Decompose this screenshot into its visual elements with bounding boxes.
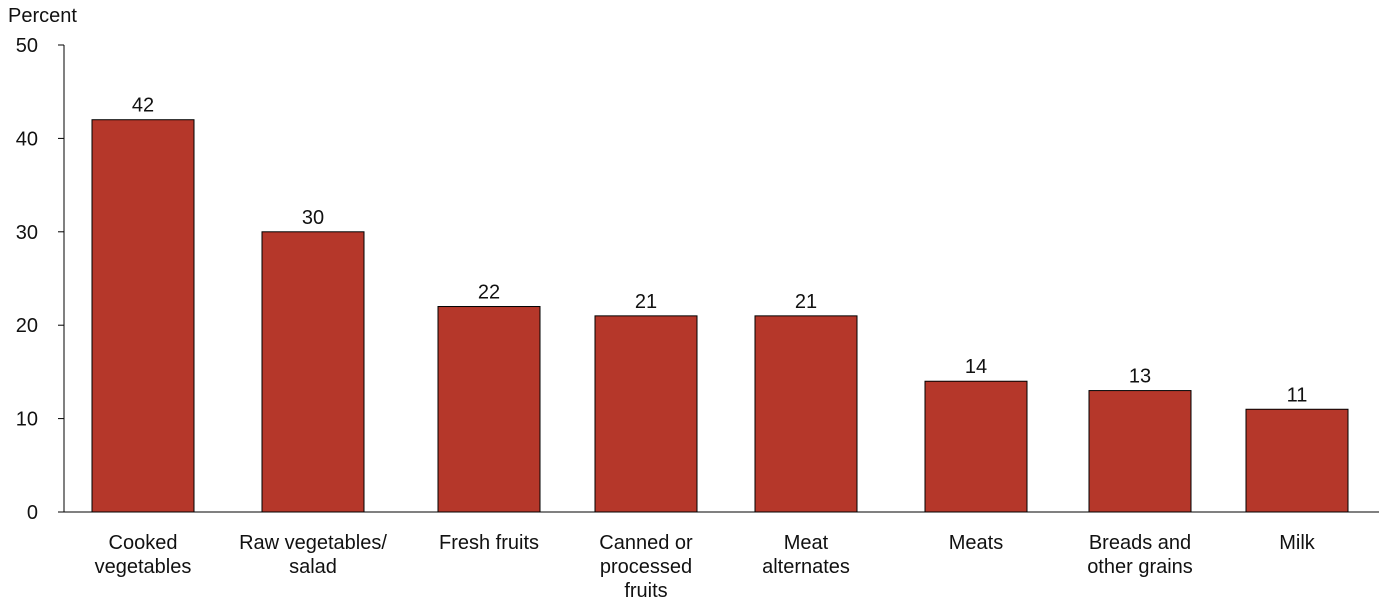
y-tick-label: 0 — [27, 502, 38, 524]
y-axis-ticks: 0 10 20 30 40 50 — [16, 35, 64, 524]
y-tick-label: 30 — [16, 222, 38, 244]
bar-value-label: 30 — [302, 207, 324, 229]
bar-value-label: 11 — [1287, 384, 1308, 406]
y-tick-label: 10 — [16, 409, 38, 431]
bar-value-label: 13 — [1129, 366, 1151, 388]
bar — [754, 315, 858, 513]
bar-value-label: 22 — [478, 282, 500, 304]
x-category-label: Meat alternates — [762, 532, 850, 578]
value-labels: 42 30 22 21 21 14 13 11 — [132, 95, 1308, 407]
x-category-label: Cooked vegetables — [95, 532, 192, 578]
x-category-label: Milk — [1279, 532, 1316, 554]
bar — [91, 119, 195, 513]
x-category-label: Breads and other grains — [1087, 532, 1193, 578]
bar — [1088, 390, 1192, 513]
y-tick-label: 20 — [16, 315, 38, 337]
bar-value-label: 42 — [132, 95, 154, 117]
bars — [91, 119, 1349, 513]
y-tick-label: 50 — [16, 35, 38, 57]
bar — [1245, 408, 1349, 513]
x-category-label: Raw vegetables/salad — [239, 532, 387, 578]
bar — [594, 315, 698, 513]
x-category-label: Fresh fruits — [439, 532, 539, 554]
y-axis-title: Percent — [8, 5, 77, 27]
bar-value-label: 21 — [635, 291, 657, 313]
x-category-label: Meats — [949, 532, 1003, 554]
bar — [924, 380, 1028, 513]
bar-value-label: 21 — [795, 291, 817, 313]
bar — [437, 306, 541, 513]
x-category-label: Canned or processed fruits — [599, 532, 693, 602]
y-tick-label: 40 — [16, 128, 38, 150]
bar-value-label: 14 — [965, 356, 987, 378]
bar — [261, 231, 365, 513]
x-axis-labels: Cooked vegetables Raw vegetables/salad Fres… — [95, 532, 1316, 602]
